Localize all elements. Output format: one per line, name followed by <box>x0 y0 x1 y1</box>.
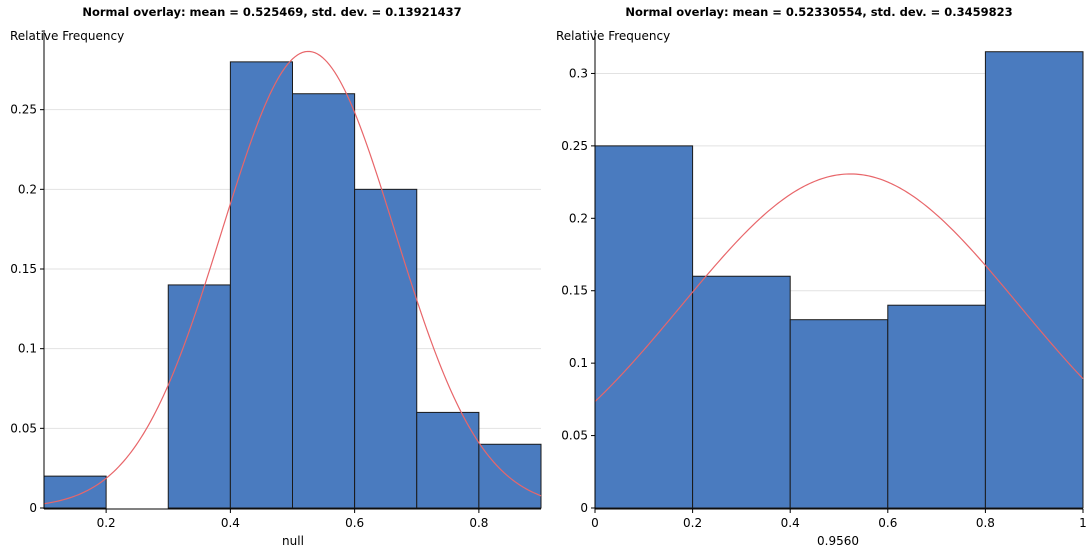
y-tick-label: 0.3 <box>569 66 588 80</box>
x-tick-label: 0.4 <box>221 516 240 530</box>
histogram-bar <box>43 475 107 509</box>
x-axis-label: 0.9560 <box>817 534 859 548</box>
histogram-bar <box>789 319 889 509</box>
histogram-bar <box>984 51 1084 509</box>
histogram-panel-right: Normal overlay: mean = 0.52330554, std. … <box>543 0 1086 550</box>
y-tick-label: 0.05 <box>10 421 37 435</box>
y-tick-label: 0 <box>580 501 588 515</box>
normal-overlay-curve <box>43 50 542 505</box>
x-tick-label: 0.6 <box>878 516 897 530</box>
y-tick-label: 0.25 <box>561 139 588 153</box>
histogram-bar <box>887 304 986 509</box>
y-axis-label: Relative Frequency <box>10 29 124 43</box>
x-tick-label: 0.6 <box>345 516 364 530</box>
histogram-chart-right: Normal overlay: mean = 0.52330554, std. … <box>556 5 1086 548</box>
histogram-chart-left: Normal overlay: mean = 0.525469, std. de… <box>10 5 542 548</box>
y-axis-label: Relative Frequency <box>556 29 670 43</box>
x-tick-label: 1 <box>1079 516 1086 530</box>
histogram-bar <box>229 61 293 509</box>
histogram-bar <box>292 93 356 509</box>
x-tick-label: 0.2 <box>683 516 702 530</box>
histogram-bar <box>478 443 542 509</box>
histogram-bar <box>354 188 418 509</box>
histogram-bar <box>594 145 694 509</box>
x-tick-label: 0.4 <box>781 516 800 530</box>
y-tick-label: 0.15 <box>561 284 588 298</box>
y-tick-label: 0.2 <box>569 211 588 225</box>
x-tick-label: 0.8 <box>976 516 995 530</box>
histogram-bar <box>167 284 231 509</box>
y-tick-label: 0.2 <box>18 182 37 196</box>
x-tick-label: 0 <box>591 516 599 530</box>
y-tick-label: 0.1 <box>18 342 37 356</box>
y-tick-label: 0.05 <box>561 429 588 443</box>
y-tick-label: 0.1 <box>569 356 588 370</box>
histogram-panel-left: Normal overlay: mean = 0.525469, std. de… <box>10 5 542 548</box>
chart-title: Normal overlay: mean = 0.525469, std. de… <box>82 5 461 19</box>
histogram-bar <box>416 411 480 509</box>
y-tick-label: 0.15 <box>10 262 37 276</box>
x-axis-label: null <box>282 534 304 548</box>
y-tick-label: 0 <box>29 501 37 515</box>
normal-overlay-curve <box>594 173 1084 403</box>
x-tick-label: 0.2 <box>97 516 116 530</box>
y-tick-label: 0.25 <box>10 103 37 117</box>
x-tick-label: 0.8 <box>469 516 488 530</box>
chart-title: Normal overlay: mean = 0.52330554, std. … <box>625 5 1012 19</box>
histogram-bar <box>692 275 791 509</box>
